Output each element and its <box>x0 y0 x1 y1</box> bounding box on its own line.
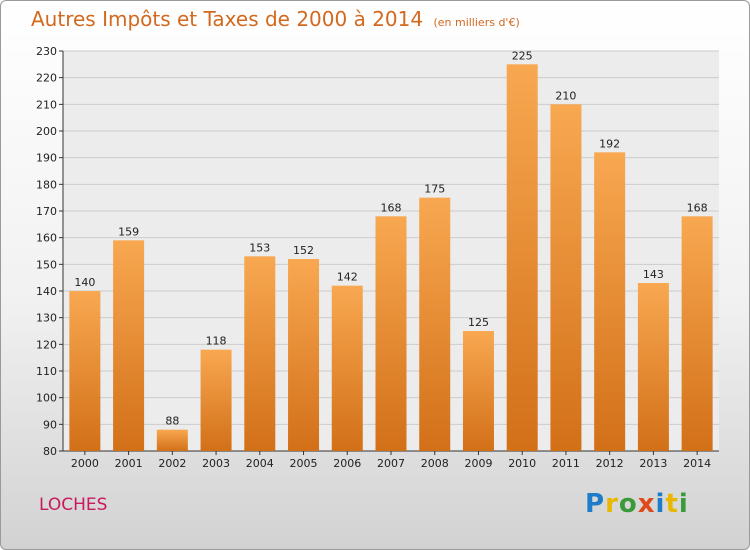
logo-letter: o <box>618 489 638 519</box>
value-label-2011: 210 <box>555 89 576 102</box>
y-tick-label: 210 <box>36 98 57 111</box>
logo-letter: i <box>678 489 689 519</box>
y-tick-label: 180 <box>36 178 57 191</box>
value-label-2013: 143 <box>643 268 664 281</box>
logo-letter: i <box>655 489 666 519</box>
value-label-2004: 153 <box>249 241 270 254</box>
x-tick-label-2014: 2014 <box>683 457 711 470</box>
value-label-2000: 140 <box>74 276 95 289</box>
value-label-2001: 159 <box>118 225 139 238</box>
y-tick-label: 120 <box>36 338 57 351</box>
x-tick-label-2002: 2002 <box>158 457 186 470</box>
value-label-2009: 125 <box>468 316 489 329</box>
value-label-2012: 192 <box>599 137 620 150</box>
y-tick-label: 150 <box>36 258 57 271</box>
x-tick-label-2004: 2004 <box>246 457 274 470</box>
x-tick-label-2005: 2005 <box>290 457 318 470</box>
chart-unit: (en milliers d'€) <box>433 16 520 29</box>
value-label-2003: 118 <box>206 335 227 348</box>
value-label-2005: 152 <box>293 244 314 257</box>
y-tick-label: 110 <box>36 365 57 378</box>
x-tick-label-2006: 2006 <box>333 457 361 470</box>
value-label-2008: 175 <box>424 183 445 196</box>
value-label-2002: 88 <box>165 415 179 428</box>
x-tick-label-2001: 2001 <box>115 457 143 470</box>
bar-2011 <box>550 104 582 451</box>
y-tick-label: 90 <box>43 418 57 431</box>
y-tick-label: 220 <box>36 72 57 85</box>
town-name: LOCHES <box>39 495 108 515</box>
x-tick-label-2008: 2008 <box>421 457 449 470</box>
value-label-2006: 142 <box>337 271 358 284</box>
x-tick-label-2011: 2011 <box>552 457 580 470</box>
bar-2006 <box>331 285 363 451</box>
logo-letter: r <box>605 489 619 519</box>
y-tick-label: 100 <box>36 392 57 405</box>
x-tick-label-2007: 2007 <box>377 457 405 470</box>
bar-2005 <box>288 259 320 451</box>
bar-2001 <box>113 240 145 451</box>
bar-2003 <box>200 349 232 451</box>
chart-title-text: Autres Impôts et Taxes de 2000 à 2014 <box>31 7 424 31</box>
y-tick-label: 80 <box>43 445 57 458</box>
value-label-2010: 225 <box>512 49 533 62</box>
bar-2002 <box>156 429 188 451</box>
logo-letter: t <box>665 489 679 519</box>
bar-2009 <box>462 331 494 451</box>
y-tick-label: 160 <box>36 232 57 245</box>
logo-letter: P <box>585 489 606 519</box>
x-tick-label-2000: 2000 <box>71 457 99 470</box>
y-tick-label: 230 <box>36 45 57 58</box>
bar-2014 <box>681 216 713 451</box>
x-tick-label-2012: 2012 <box>596 457 624 470</box>
y-tick-label: 140 <box>36 285 57 298</box>
y-tick-label: 190 <box>36 152 57 165</box>
bar-2013 <box>637 283 669 451</box>
bar-2004 <box>244 256 276 451</box>
y-tick-label: 200 <box>36 125 57 138</box>
bar-2008 <box>419 197 451 451</box>
value-label-2007: 168 <box>381 201 402 214</box>
chart-title: Autres Impôts et Taxes de 2000 à 2014 (e… <box>31 7 520 31</box>
x-tick-label-2003: 2003 <box>202 457 230 470</box>
x-tick-label-2010: 2010 <box>508 457 536 470</box>
y-tick-label: 130 <box>36 312 57 325</box>
y-tick-label: 170 <box>36 205 57 218</box>
value-label-2014: 168 <box>687 201 708 214</box>
logo-letter: x <box>637 489 656 519</box>
bar-2007 <box>375 216 407 451</box>
bar-2012 <box>594 152 626 452</box>
proxiti-logo: Proxiti <box>585 489 689 519</box>
bar-2000 <box>69 291 101 451</box>
x-tick-label-2013: 2013 <box>639 457 667 470</box>
bar-2010 <box>506 64 538 452</box>
x-tick-label-2009: 2009 <box>464 457 492 470</box>
